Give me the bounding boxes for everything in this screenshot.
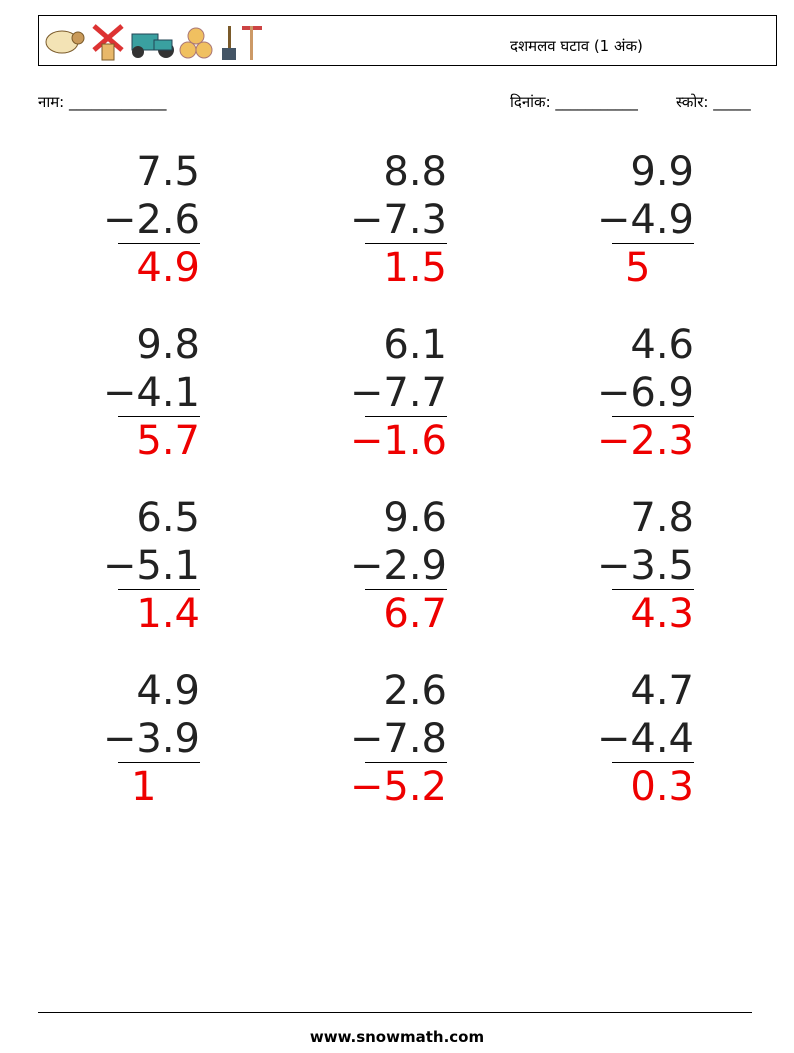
footer: www.snowmath.com xyxy=(309,1028,485,1046)
answer: 1.5 xyxy=(383,245,447,291)
answer-rule xyxy=(612,243,694,244)
name-field: नाम: _____________ xyxy=(38,93,167,111)
minuend: 8.8 xyxy=(383,149,447,195)
subtrahend: −5.1 xyxy=(102,543,200,589)
subtrahend: −4.1 xyxy=(102,370,200,416)
answer-rule xyxy=(118,589,200,590)
minuend: 7.5 xyxy=(136,149,200,195)
answer: 6.7 xyxy=(383,591,447,637)
answer: 4.9 xyxy=(136,245,200,291)
subtrahend: −3.9 xyxy=(102,716,200,762)
footer-line xyxy=(38,1012,752,1013)
answer: 5.7 xyxy=(136,418,200,464)
subtrahend: −2.9 xyxy=(349,543,447,589)
minuend: 2.6 xyxy=(383,668,447,714)
date-field: दिनांक: ___________ xyxy=(510,93,638,111)
header-box xyxy=(38,15,777,66)
answer-rule xyxy=(118,416,200,417)
minuend: 9.6 xyxy=(383,495,447,541)
score-field: स्कोर: _____ xyxy=(676,93,751,111)
minuend: 9.9 xyxy=(630,149,694,195)
answer: 1 xyxy=(131,764,157,810)
title: दशमलव घटाव (1 अंक) xyxy=(510,37,643,55)
subtrahend: −7.3 xyxy=(349,197,447,243)
header-icons xyxy=(45,24,262,61)
answer-rule xyxy=(612,589,694,590)
minuend: 6.5 xyxy=(136,495,200,541)
subtrahend: −6.9 xyxy=(596,370,694,416)
answer: 5 xyxy=(625,245,651,291)
subtrahend: −3.5 xyxy=(596,543,694,589)
minuend: 4.6 xyxy=(630,322,694,368)
minuend: 7.8 xyxy=(630,495,694,541)
subtrahend: −4.9 xyxy=(596,197,694,243)
answer: 1.4 xyxy=(136,591,200,637)
answer-rule xyxy=(118,243,200,244)
answer: −5.2 xyxy=(349,764,447,810)
minuend: 6.1 xyxy=(383,322,447,368)
answer-rule xyxy=(612,762,694,763)
answer-rule xyxy=(612,416,694,417)
answer-rule xyxy=(365,762,447,763)
answer-rule xyxy=(365,589,447,590)
subtrahend: −7.8 xyxy=(349,716,447,762)
minuend: 4.9 xyxy=(136,668,200,714)
answer: −1.6 xyxy=(349,418,447,464)
answer: 4.3 xyxy=(630,591,694,637)
subtrahend: −4.4 xyxy=(596,716,694,762)
subtrahend: −2.6 xyxy=(102,197,200,243)
answer-rule xyxy=(365,416,447,417)
answer: −2.3 xyxy=(596,418,694,464)
minuend: 4.7 xyxy=(630,668,694,714)
minuend: 9.8 xyxy=(136,322,200,368)
answer: 0.3 xyxy=(630,764,694,810)
subtrahend: −7.7 xyxy=(349,370,447,416)
answer-rule xyxy=(118,762,200,763)
answer-rule xyxy=(365,243,447,244)
